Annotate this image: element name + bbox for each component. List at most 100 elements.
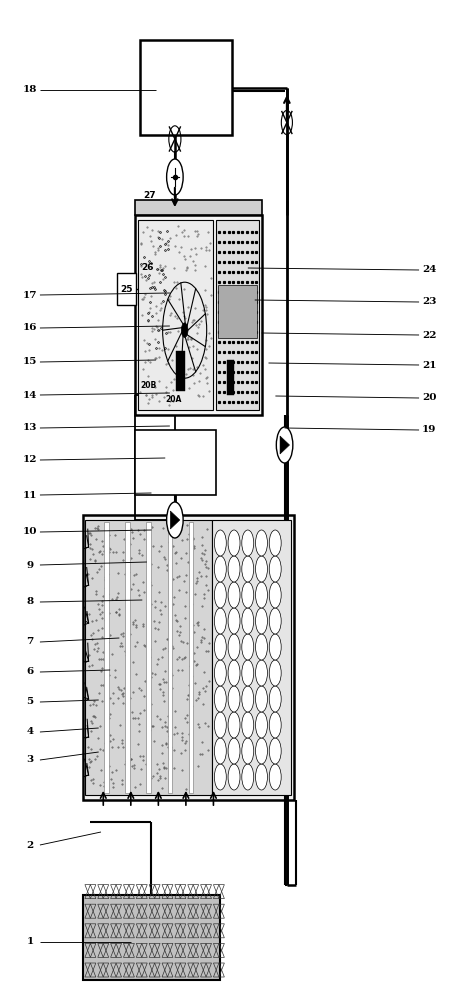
Bar: [135, 215, 262, 415]
Circle shape: [242, 686, 254, 712]
Bar: [138, 220, 213, 410]
Circle shape: [269, 634, 281, 660]
Bar: [117, 273, 136, 305]
Text: 16: 16: [22, 324, 37, 332]
Circle shape: [228, 712, 240, 738]
Text: 20: 20: [422, 393, 437, 402]
Bar: [212, 520, 291, 795]
Text: 27: 27: [144, 191, 157, 200]
Circle shape: [214, 712, 226, 738]
Bar: [135, 200, 262, 215]
Text: 4: 4: [26, 728, 34, 736]
Circle shape: [214, 686, 226, 712]
Text: 18: 18: [22, 86, 37, 95]
Text: 20A: 20A: [166, 395, 182, 404]
Text: 7: 7: [26, 638, 34, 647]
Circle shape: [242, 712, 254, 738]
Text: 5: 5: [26, 698, 34, 706]
Circle shape: [242, 556, 254, 582]
Bar: [189, 522, 193, 793]
Circle shape: [214, 582, 226, 608]
Circle shape: [228, 764, 240, 790]
Bar: [140, 40, 232, 135]
Text: 3: 3: [26, 756, 34, 764]
Circle shape: [256, 738, 268, 764]
Circle shape: [256, 660, 268, 686]
Circle shape: [256, 530, 268, 556]
Bar: [168, 522, 172, 793]
Circle shape: [228, 634, 240, 660]
Circle shape: [242, 608, 254, 634]
Circle shape: [228, 660, 240, 686]
Text: 9: 9: [26, 560, 34, 570]
Text: 12: 12: [22, 456, 37, 464]
Circle shape: [214, 738, 226, 764]
Circle shape: [276, 427, 293, 463]
Circle shape: [256, 712, 268, 738]
Circle shape: [242, 582, 254, 608]
Bar: [216, 220, 259, 410]
Text: 2: 2: [26, 840, 34, 850]
Circle shape: [214, 634, 226, 660]
Text: 11: 11: [22, 490, 37, 499]
Bar: [227, 360, 234, 395]
Circle shape: [269, 530, 281, 556]
Bar: [135, 430, 216, 495]
Circle shape: [242, 764, 254, 790]
Text: 22: 22: [422, 330, 437, 340]
Text: 25: 25: [120, 284, 133, 294]
Circle shape: [242, 530, 254, 556]
Text: 8: 8: [26, 597, 34, 606]
Circle shape: [214, 608, 226, 634]
Text: 17: 17: [22, 290, 37, 300]
Circle shape: [214, 660, 226, 686]
Circle shape: [181, 323, 188, 337]
Circle shape: [228, 608, 240, 634]
Circle shape: [214, 556, 226, 582]
Text: 10: 10: [22, 528, 37, 536]
Text: 20B: 20B: [140, 381, 156, 390]
Circle shape: [269, 686, 281, 712]
Circle shape: [228, 556, 240, 582]
Text: 14: 14: [22, 390, 37, 399]
Bar: [104, 522, 109, 793]
Circle shape: [242, 634, 254, 660]
Circle shape: [256, 608, 268, 634]
Text: 6: 6: [26, 668, 34, 676]
Circle shape: [269, 660, 281, 686]
Circle shape: [167, 159, 183, 195]
Circle shape: [269, 764, 281, 790]
Circle shape: [167, 502, 183, 538]
Circle shape: [256, 582, 268, 608]
Circle shape: [228, 530, 240, 556]
Circle shape: [228, 738, 240, 764]
Circle shape: [256, 764, 268, 790]
Text: 21: 21: [422, 360, 437, 369]
Circle shape: [269, 582, 281, 608]
Circle shape: [256, 634, 268, 660]
Bar: [146, 522, 151, 793]
Text: 1: 1: [26, 938, 34, 946]
Circle shape: [242, 660, 254, 686]
Circle shape: [256, 556, 268, 582]
Circle shape: [228, 582, 240, 608]
Text: 23: 23: [422, 298, 437, 306]
Circle shape: [214, 764, 226, 790]
Bar: [125, 522, 130, 793]
Polygon shape: [280, 436, 290, 454]
Circle shape: [256, 686, 268, 712]
Text: 15: 15: [22, 358, 37, 366]
Bar: [218, 285, 257, 338]
Text: 26: 26: [141, 263, 154, 272]
Bar: [83, 895, 220, 980]
Bar: [175, 351, 185, 391]
Circle shape: [228, 686, 240, 712]
Text: 13: 13: [22, 424, 37, 432]
Bar: [83, 515, 294, 800]
Polygon shape: [170, 511, 180, 529]
Text: 24: 24: [422, 265, 437, 274]
Bar: [85, 520, 212, 795]
Circle shape: [269, 738, 281, 764]
Text: 19: 19: [422, 426, 437, 434]
Circle shape: [269, 712, 281, 738]
